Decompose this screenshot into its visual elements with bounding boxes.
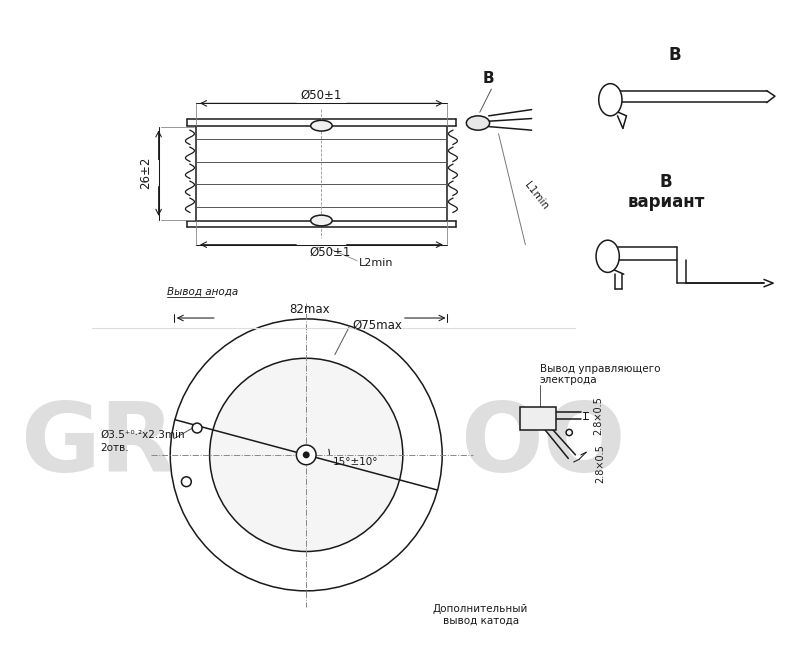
Text: Ø50±1: Ø50±1	[301, 89, 342, 102]
Text: 2.8×0.5: 2.8×0.5	[595, 444, 605, 483]
Text: G: G	[308, 400, 388, 493]
Text: L1min: L1min	[522, 180, 550, 211]
Text: вариант: вариант	[627, 193, 705, 211]
Ellipse shape	[310, 215, 332, 226]
Ellipse shape	[596, 240, 619, 272]
Text: C: C	[259, 400, 330, 493]
Text: Вывод анода: Вывод анода	[166, 287, 238, 297]
Text: Ø50±1: Ø50±1	[310, 246, 351, 259]
Circle shape	[303, 452, 309, 458]
Circle shape	[566, 430, 572, 436]
Text: B: B	[659, 173, 672, 191]
Circle shape	[182, 477, 191, 487]
Text: Вывод управляющего: Вывод управляющего	[540, 364, 660, 375]
Text: 26±2: 26±2	[139, 157, 153, 190]
Ellipse shape	[310, 120, 332, 131]
Text: B: B	[669, 46, 681, 64]
Text: Дополнительный: Дополнительный	[433, 604, 528, 614]
Circle shape	[210, 358, 403, 552]
Circle shape	[192, 423, 202, 433]
Text: L2min: L2min	[359, 258, 394, 268]
Text: Ø75max: Ø75max	[353, 319, 402, 332]
Text: 2отв.: 2отв.	[101, 443, 129, 453]
Text: вывод катода: вывод катода	[442, 616, 518, 626]
Circle shape	[170, 319, 442, 591]
Text: 2.8×0.5: 2.8×0.5	[594, 396, 603, 435]
Text: электрода: электрода	[540, 375, 598, 385]
Text: OO: OO	[460, 400, 626, 493]
Ellipse shape	[466, 116, 490, 130]
Text: Ø3.5⁺⁰·²x2.3min: Ø3.5⁺⁰·²x2.3min	[101, 430, 185, 440]
Text: 15°±10°: 15°±10°	[333, 457, 378, 467]
Text: GRE: GRE	[20, 400, 241, 493]
Ellipse shape	[598, 84, 622, 116]
Text: B: B	[483, 71, 494, 86]
Bar	[520, 407, 556, 430]
Circle shape	[296, 445, 316, 464]
Text: 82max: 82max	[290, 302, 330, 316]
